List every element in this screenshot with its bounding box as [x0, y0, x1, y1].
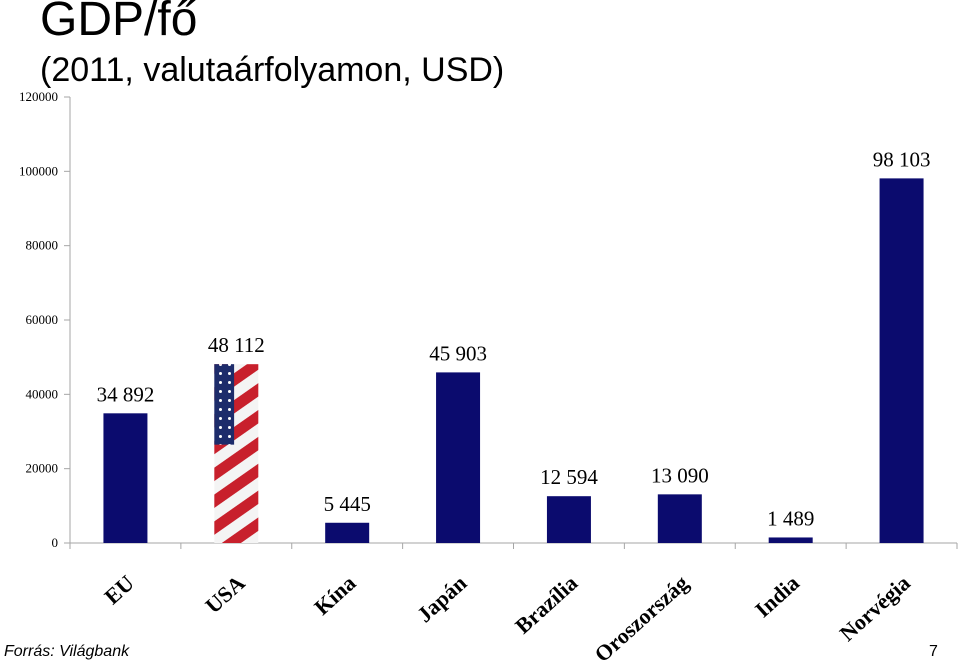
- data-label: 34 892: [97, 382, 155, 406]
- y-tick-label: 0: [52, 535, 59, 550]
- bar-norvégia: [879, 178, 924, 543]
- source-note: Forrás: Világbank: [4, 643, 130, 660]
- data-label: 5 445: [324, 492, 371, 516]
- category-label: Norvégia: [835, 570, 915, 646]
- data-label: 48 112: [208, 333, 265, 357]
- category-label: EU: [99, 570, 139, 609]
- bar-eu: [103, 413, 148, 543]
- category-label: India: [750, 570, 804, 622]
- bar-kína: [325, 522, 370, 543]
- data-label: 1 489: [767, 506, 814, 530]
- bar-usa: [214, 364, 259, 543]
- bar-oroszország: [657, 494, 702, 543]
- category-label: Oroszország: [590, 570, 694, 663]
- y-tick-label: 100000: [19, 163, 58, 178]
- page-number: 7: [929, 643, 938, 660]
- data-label: 12 594: [540, 465, 598, 489]
- y-tick-label: 120000: [19, 89, 58, 104]
- category-label: USA: [200, 570, 250, 618]
- category-label: Kína: [309, 570, 360, 620]
- y-tick-label: 20000: [26, 461, 59, 476]
- bar-india: [768, 537, 813, 543]
- y-tick-label: 60000: [26, 312, 59, 327]
- data-label: 45 903: [429, 341, 487, 365]
- chart-title: GDP/fő: [40, 0, 198, 46]
- bar-brazília: [546, 496, 591, 543]
- bar-japán: [436, 372, 481, 543]
- y-tick-label: 40000: [26, 386, 59, 401]
- data-label: 13 090: [651, 463, 709, 487]
- chart-subtitle: (2011, valutaárfolyamon, USD): [40, 51, 505, 89]
- category-label: Brazília: [510, 570, 582, 638]
- category-label: Japán: [412, 570, 471, 627]
- y-tick-label: 80000: [26, 238, 59, 253]
- data-label: 98 103: [873, 147, 931, 171]
